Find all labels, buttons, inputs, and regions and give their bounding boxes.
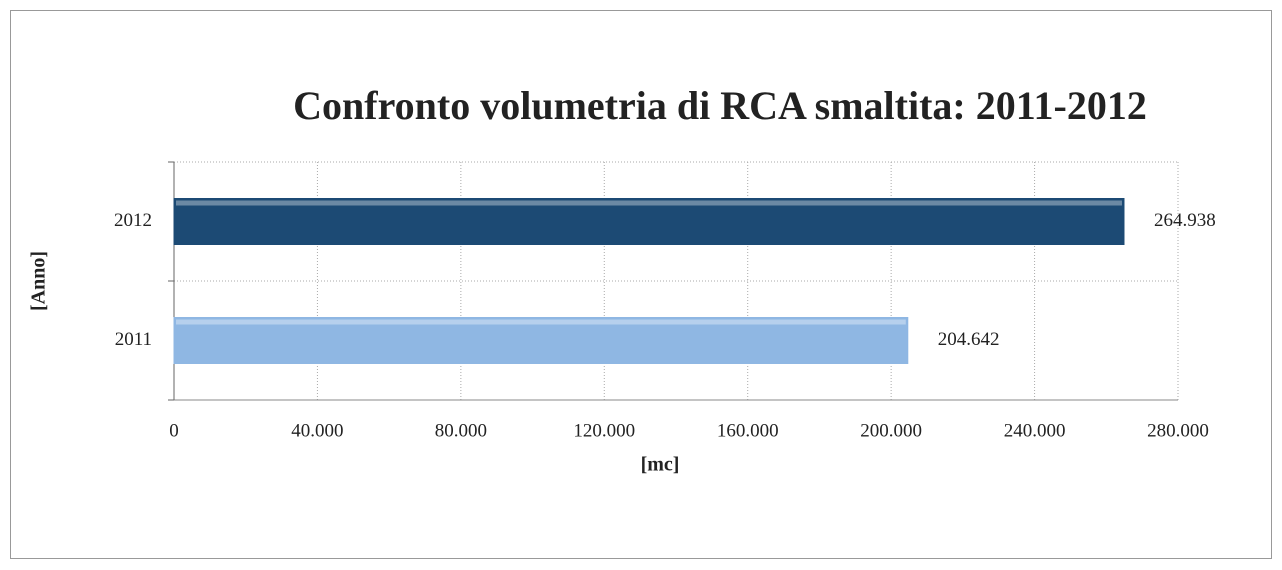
data-label: 264.938 <box>1154 210 1216 231</box>
data-label: 204.642 <box>938 329 1000 350</box>
bar-highlight <box>176 200 1122 206</box>
bar <box>173 317 909 364</box>
x-tick-label: 200.000 <box>860 420 922 441</box>
x-tick-label: 120.000 <box>573 420 635 441</box>
x-tick-label: 240.000 <box>1004 420 1066 441</box>
bar <box>173 198 1125 245</box>
x-tick-label: 160.000 <box>717 420 779 441</box>
x-tick-label: 280.000 <box>1147 420 1209 441</box>
x-tick-label: 80.000 <box>435 420 487 441</box>
bar-highlight <box>176 319 906 325</box>
x-axis-label: [mc] <box>641 454 680 476</box>
chart-title: Confronto volumetria di RCA smaltita: 20… <box>293 83 1147 128</box>
x-tick-label: 0 <box>169 420 179 441</box>
y-axis-label: [Anno] <box>28 251 50 311</box>
x-tick-label: 40.000 <box>291 420 343 441</box>
y-tick-label: 2012 <box>114 210 152 231</box>
y-tick-label: 2011 <box>115 329 152 350</box>
chart-border <box>10 10 1272 559</box>
